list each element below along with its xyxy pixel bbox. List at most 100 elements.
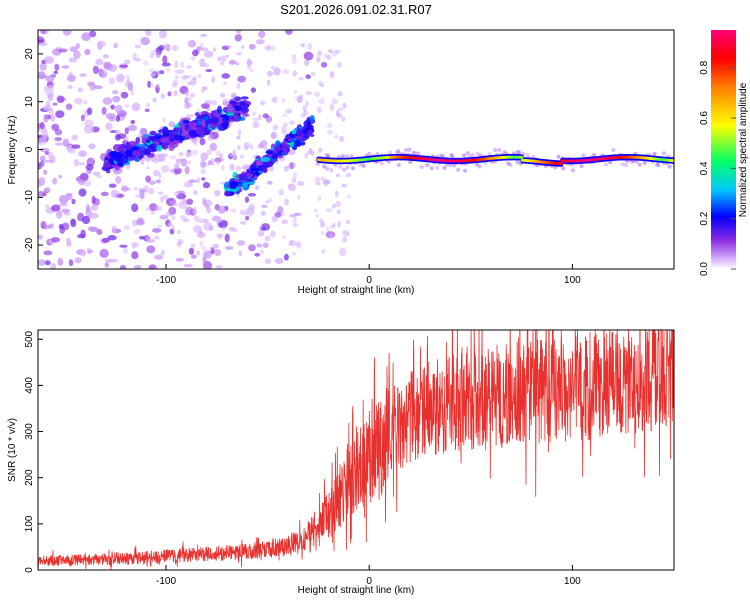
- spectrogram-cell: [202, 197, 207, 206]
- spectrogram-cell: [225, 54, 230, 58]
- spectrogram-cell: [184, 123, 190, 131]
- spectrogram-cell: [220, 60, 224, 66]
- spectrogram-cell: [285, 147, 291, 153]
- spectrogram-cell: [291, 251, 297, 256]
- spectrogram-cell: [318, 147, 323, 153]
- spectrogram-cell: [623, 163, 628, 167]
- spectrogram-cell: [39, 62, 47, 71]
- spectrogram-cell: [293, 89, 297, 94]
- spectrogram-cell: [314, 92, 321, 97]
- spectrogram-cell: [193, 215, 200, 222]
- spectrogram-cell: [123, 224, 131, 231]
- spectrogram-cell: [53, 70, 58, 75]
- spectrogram-cell: [200, 168, 206, 175]
- spectrogram-cell: [314, 176, 321, 183]
- spectrogram-cell: [110, 104, 115, 110]
- spectrogram-cell: [182, 218, 190, 223]
- spectrogram-cell: [185, 206, 194, 216]
- spectrogram-cell: [256, 243, 263, 248]
- spectrogram-cell: [185, 96, 192, 101]
- spectrogram-cell: [88, 212, 99, 219]
- spectrogram-cell: [283, 253, 289, 261]
- spectrogram-cell: [115, 164, 120, 171]
- spectrogram-cell: [303, 59, 310, 66]
- spectrogram-cell: [215, 150, 221, 156]
- spectrogram-cell: [74, 97, 83, 105]
- spectrogram-cell: [266, 79, 271, 86]
- spectrogram-cell: [260, 210, 266, 216]
- spectrogram-cell: [249, 68, 254, 73]
- spectrogram-cell: [133, 242, 139, 248]
- spectrogram-cell: [184, 75, 191, 79]
- spectrogram-cell: [158, 191, 164, 195]
- spectrogram-cell: [493, 148, 498, 152]
- spectrogram-cell: [114, 129, 121, 135]
- spectrogram-cell: [83, 99, 88, 105]
- spectrogram-cell: [248, 244, 256, 252]
- spectrogram-cell: [154, 254, 164, 260]
- spectrogram-cell: [329, 103, 335, 111]
- spectrogram-cell: [413, 151, 418, 156]
- spectrogram-cell: [217, 105, 222, 114]
- spectrogram-cell: [42, 192, 47, 197]
- spectrogram-cell: [149, 54, 154, 59]
- spectrogram-cell: [249, 144, 254, 150]
- spectrogram-cell: [199, 58, 206, 68]
- spectrogram-cell: [318, 98, 326, 105]
- spectrogram-cell: [50, 114, 56, 122]
- spectrogram-cell: [199, 240, 204, 248]
- spectrogram-cell: [68, 57, 78, 63]
- spectrogram-cell: [190, 56, 196, 61]
- spectrogram-cell: [317, 50, 323, 57]
- spectrogram-cell: [221, 165, 225, 171]
- spectrogram-cell: [211, 76, 216, 83]
- spectrogram-cell: [40, 30, 47, 35]
- spectrogram-cell: [235, 165, 242, 172]
- spectrogram-cell: [252, 117, 260, 122]
- colorbar-ticks: 0.0 0.2 0.4 0.6 0.8: [699, 60, 736, 276]
- spectrogram-cell: [178, 152, 184, 156]
- spectrogram-cell: [281, 143, 287, 147]
- spectrogram-cell: [293, 171, 297, 179]
- spectrogram-cell: [81, 215, 91, 225]
- spectrogram-cell: [229, 115, 235, 120]
- spectrogram-cell: [200, 33, 208, 37]
- snr-y-tick-label: 400: [24, 377, 35, 394]
- spectrogram-cell: [260, 100, 266, 106]
- spectrogram-cell: [342, 167, 347, 172]
- spectrogram-cell: [93, 85, 103, 90]
- colorbar-label: Normalized spectral amplitude: [738, 82, 749, 217]
- spectrogram-cell: [337, 107, 344, 111]
- spectrogram-cell: [497, 148, 502, 152]
- spectrogram-cell: [127, 124, 138, 132]
- spectrogram-cell: [101, 106, 107, 115]
- colorbar-tick-label: 0.4: [699, 161, 710, 175]
- spectrogram-cell: [162, 153, 169, 158]
- spectrogram-cell: [71, 134, 79, 141]
- spectrogram-cell: [131, 251, 139, 260]
- spectrogram-cell: [146, 245, 156, 254]
- spectrogram-cell: [114, 154, 122, 162]
- spectrogram-cell: [337, 91, 343, 97]
- spectrogram-cell: [349, 154, 354, 159]
- spectrogram-cell: [361, 163, 366, 168]
- spectrogram-cell: [190, 243, 196, 249]
- spectrogram-cell: [228, 59, 237, 65]
- spectrogram-cell: [266, 70, 274, 77]
- spectrogram-cell: [186, 198, 194, 205]
- spectrogram-cell: [271, 44, 276, 52]
- spectrogram-cell: [187, 121, 195, 128]
- spectrogram-cell: [310, 71, 316, 77]
- spectrogram-cell: [103, 61, 112, 68]
- spectrogram-cell: [68, 72, 74, 80]
- spectrogram-cell: [235, 186, 240, 191]
- spectrogram-cell: [115, 176, 122, 184]
- spectrogram-cell: [92, 65, 100, 75]
- spectrogram-cell: [604, 162, 608, 167]
- spectrogram-cell: [272, 124, 279, 131]
- snr-x-tick-label: 100: [564, 576, 581, 587]
- spectrogram-cell: [162, 55, 168, 64]
- spectrogram-cell: [236, 52, 242, 56]
- spectrogram-cell: [112, 90, 119, 94]
- spectrogram-cell: [315, 182, 321, 186]
